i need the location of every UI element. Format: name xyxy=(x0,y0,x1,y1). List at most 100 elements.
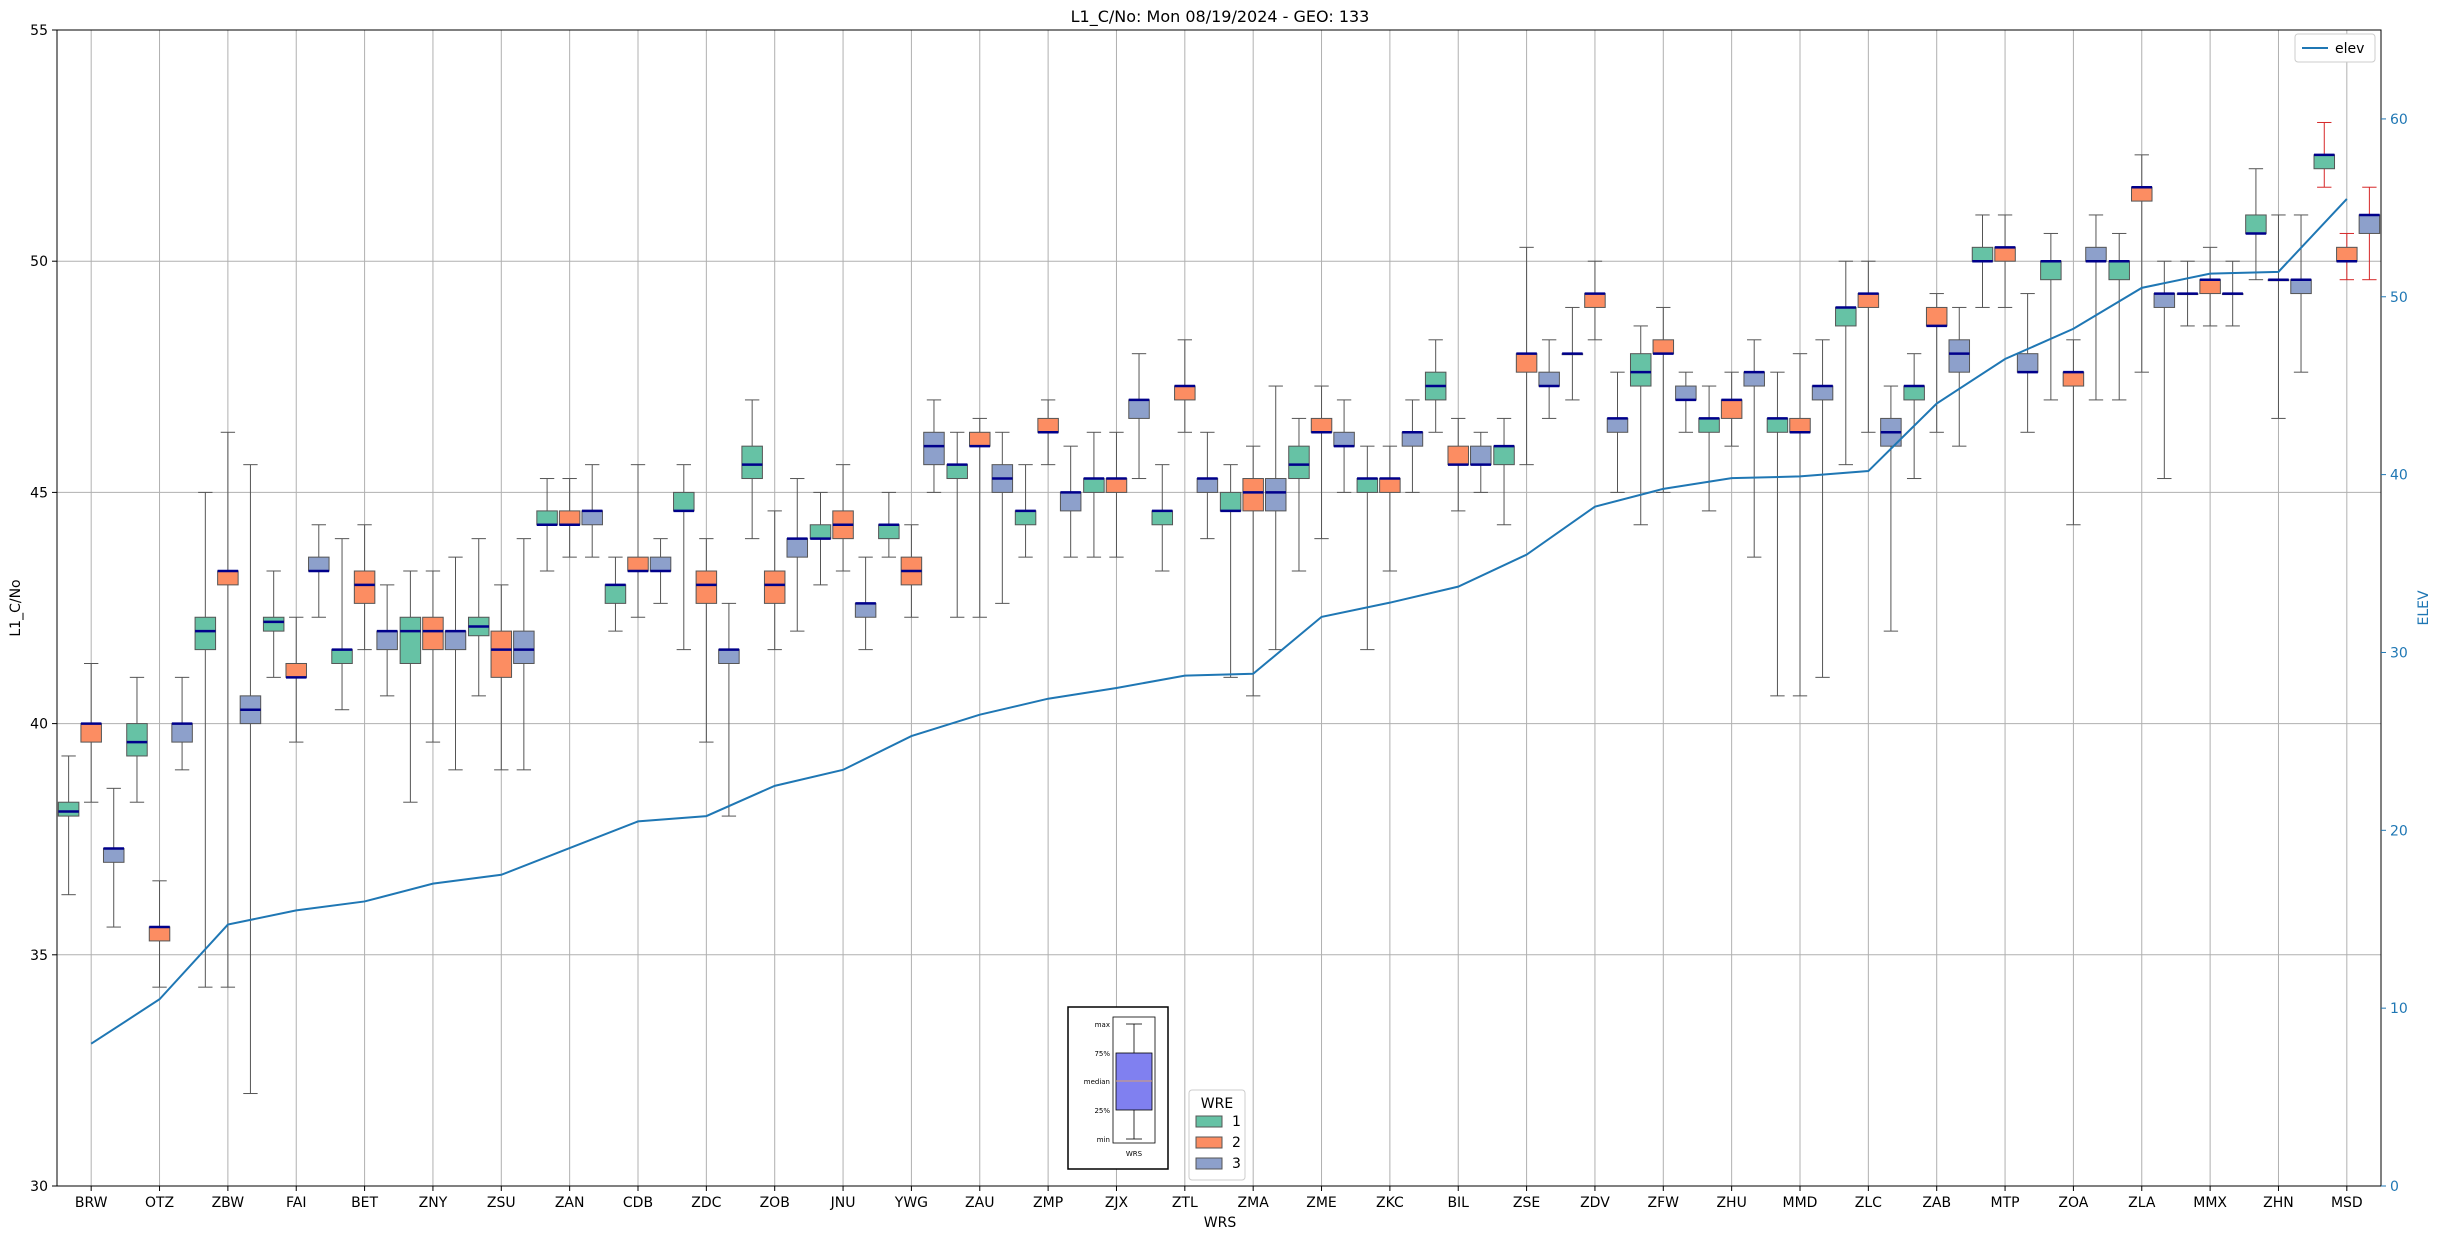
box-iqr xyxy=(194,616,217,651)
box-iqr xyxy=(2245,214,2267,234)
box-wre-3 xyxy=(513,538,535,771)
box-iqr xyxy=(2290,279,2312,295)
x-tick-label: JNU xyxy=(830,1195,856,1211)
box-iqr xyxy=(1925,306,1948,327)
box-wre-1 xyxy=(1151,464,1174,572)
box-iqr xyxy=(1219,491,1242,512)
y2-tick-label: 40 xyxy=(2390,468,2408,484)
box-iqr xyxy=(1698,417,1720,433)
box-iqr xyxy=(1447,445,1469,466)
x-tick-label: MMD xyxy=(1783,1195,1818,1211)
y2-tick-label: 10 xyxy=(2390,1001,2408,1017)
box-iqr xyxy=(763,570,786,604)
box-wre-1 xyxy=(1288,417,1310,572)
box-iqr xyxy=(558,510,581,526)
box-iqr xyxy=(673,491,695,512)
elev-legend-label: elev xyxy=(2335,41,2364,57)
box-iqr xyxy=(2040,260,2062,281)
wre-legend-swatch xyxy=(1195,1115,1223,1128)
box-wre-3 xyxy=(1811,339,1834,678)
inset-xlabel: WRS xyxy=(1126,1150,1143,1158)
box-wre-1 xyxy=(1698,385,1720,512)
x-tick-label: ZLC xyxy=(1855,1195,1882,1211)
box-wre-3 xyxy=(308,524,330,618)
x-tick-label: ZOB xyxy=(760,1195,790,1211)
box-wre-1 xyxy=(1014,464,1037,558)
box-iqr xyxy=(1014,510,1037,526)
box-wre-1 xyxy=(1424,339,1447,433)
box-wre-3 xyxy=(1264,385,1287,651)
box-wre-1 xyxy=(604,556,627,632)
box-wre-3 xyxy=(1675,371,1697,433)
wre-legend-swatch xyxy=(1195,1136,1223,1149)
box-iqr xyxy=(126,723,148,757)
chart-title: L1_C/No: Mon 08/19/2024 - GEO: 133 xyxy=(1071,7,1370,27)
box-iqr xyxy=(1971,246,1994,262)
elev-line xyxy=(90,198,2348,1045)
box-wre-2 xyxy=(217,431,239,988)
box-wre-3 xyxy=(2085,214,2107,401)
box-iqr xyxy=(786,538,809,558)
box-iqr xyxy=(923,431,945,466)
box-iqr xyxy=(1811,385,1834,401)
box-iqr xyxy=(1288,445,1310,480)
box-wre-3 xyxy=(2016,293,2039,433)
box-wre-2 xyxy=(80,662,102,803)
y2-axis-label: ELEV xyxy=(2416,590,2432,625)
x-tick-label: MMX xyxy=(2193,1195,2227,1211)
box-wre-3 xyxy=(1606,371,1629,493)
elev-legend: elev xyxy=(2294,33,2376,63)
box-wre-3 xyxy=(239,464,262,1095)
box-iqr xyxy=(2313,154,2336,170)
box-wre-2 xyxy=(1174,339,1196,433)
box-wre-3 xyxy=(649,538,672,604)
box-wre-2 xyxy=(1994,214,2016,308)
box-wre-2 xyxy=(1379,445,1401,572)
box-wre-2 xyxy=(490,584,513,771)
x-tick-label: ZJX xyxy=(1105,1195,1129,1211)
box-iqr xyxy=(1401,431,1424,447)
box-iqr xyxy=(171,723,193,743)
box-wre-1 xyxy=(536,478,558,572)
box-wre-2 xyxy=(1720,371,1743,447)
box-wre-3 xyxy=(1059,445,1082,558)
box-iqr xyxy=(1174,385,1196,401)
box-wre-1 xyxy=(1903,353,1925,480)
x-tick-label: ZAB xyxy=(1922,1195,1951,1211)
box-wre-1 xyxy=(1629,325,1652,526)
wre-legend-label: 3 xyxy=(1232,1156,1241,1172)
box-wre-3 xyxy=(102,787,125,928)
box-wre-2 xyxy=(1310,385,1333,540)
x-tick-label: ZSU xyxy=(487,1195,516,1211)
box-wre-1 xyxy=(741,399,763,540)
box-wre-3 xyxy=(1538,339,1560,419)
box-wre-1 xyxy=(331,538,353,711)
x-tick-label: ZKC xyxy=(1376,1195,1404,1211)
box-iqr xyxy=(102,847,125,863)
x-tick-label: ZHU xyxy=(1716,1195,1746,1211)
box-iqr xyxy=(1948,339,1971,373)
wre-legend-swatch xyxy=(1195,1157,1223,1170)
box-wre-1 xyxy=(262,570,285,678)
box-wre-1 xyxy=(1219,464,1242,678)
box-iqr xyxy=(969,431,991,447)
box-iqr xyxy=(422,616,444,651)
x-tick-label: BRW xyxy=(75,1195,108,1211)
box-wre-2 xyxy=(2062,339,2085,526)
inset-label: min xyxy=(1097,1136,1110,1144)
box-wre-2 xyxy=(1105,431,1128,558)
box-wre-3 xyxy=(581,464,603,558)
box-wre-3 xyxy=(1401,399,1424,493)
box-wre-2 xyxy=(2267,214,2290,419)
box-iqr xyxy=(627,556,649,572)
x-tick-label: BIL xyxy=(1447,1195,1469,1211)
box-wre-2 xyxy=(1925,293,1948,433)
elev-legend-box xyxy=(2294,33,2376,63)
box-wre-3 xyxy=(1333,399,1355,493)
inset-label: median xyxy=(1084,1078,1110,1086)
inset-label: max xyxy=(1095,1021,1110,1029)
box-iqr xyxy=(1310,417,1333,433)
box-iqr xyxy=(854,602,877,618)
y-axis-label: L1_C/No xyxy=(8,579,24,636)
y2-tick-label: 20 xyxy=(2390,823,2408,839)
